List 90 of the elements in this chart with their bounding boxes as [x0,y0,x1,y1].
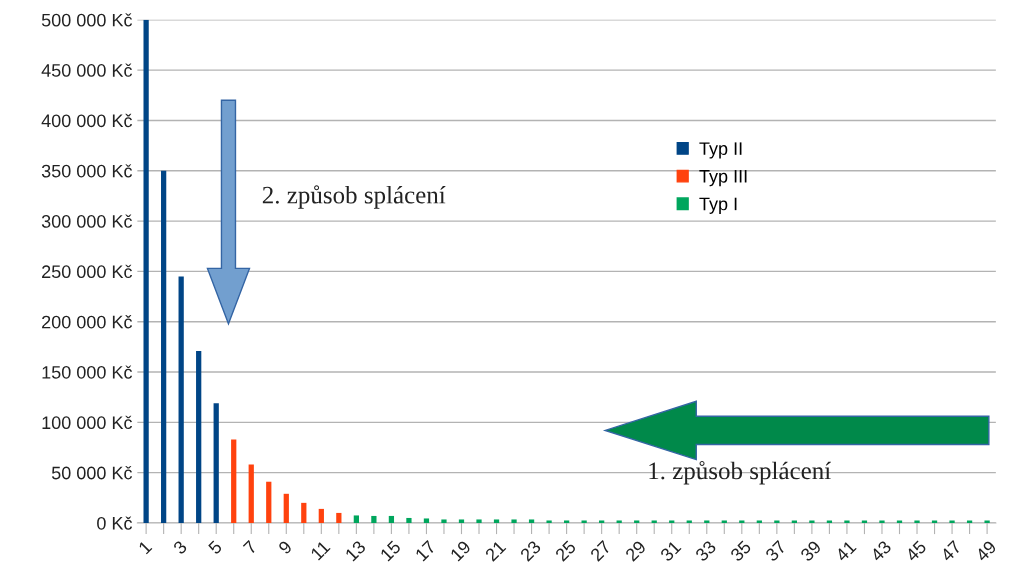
x-tick-label: 13 [344,539,367,562]
y-tick-label: 200 000 Kč [42,315,133,329]
bar [336,512,342,523]
bar [178,276,184,523]
bar [528,519,535,523]
x-tick-label: 47 [939,540,962,563]
bar [423,518,430,523]
bar [914,520,920,523]
bar [546,520,552,523]
x-tick-label: 33 [694,539,717,563]
bar [704,520,710,523]
bar [966,520,973,523]
y-tick-label: 350 000 Kč [41,164,133,178]
x-tick-label: 1 [138,540,153,555]
x-tick-label: 15 [379,539,402,562]
bar [318,508,324,523]
bar [231,439,237,523]
x-tick-label: 39 [799,539,822,563]
x-tick-label: 5 [207,539,223,555]
bar [844,520,850,523]
legend-label: Typ III [699,170,747,187]
bar [476,519,482,523]
bar [599,520,605,523]
bar [511,519,517,523]
x-tick-label: 25 [554,539,577,562]
bar [739,520,745,523]
bar [774,520,780,523]
bar [686,520,692,523]
y-tick-label: 0 Kč [97,516,133,530]
y-tick-label: 500 000 Kč [41,13,133,27]
bar [563,520,570,523]
x-tick-label: 3 [172,539,188,555]
bar [493,519,500,523]
bar [581,520,587,523]
annotation: 1. způsob splácení [649,460,831,485]
x-tick-label: 9 [277,539,293,555]
bar [196,350,202,523]
bar [301,502,307,523]
y-tick-label: 400 000 Kč [41,113,133,128]
bar [406,517,412,523]
bar [458,519,465,523]
y-tick-label: 300 000 Kč [41,214,133,228]
y-tick-label: 450 000 Kč [41,63,133,77]
x-tick-label: 21 [484,539,507,562]
bar [721,520,727,523]
legend-label: Typ II [699,142,742,159]
x-tick-label: 41 [834,540,857,563]
y-tick-label: 150 000 Kč [42,365,133,379]
x-tick-label: 19 [449,539,472,562]
x-tick-label: 29 [624,539,647,562]
bar [213,403,219,523]
annotation: 2. způsob splácení [262,185,446,209]
x-tick-label: 17 [414,540,437,562]
bar [756,520,762,523]
x-tick-label: 45 [904,539,928,563]
bar [248,464,254,523]
y-tick-label: 50 000 Kč [51,466,133,480]
bar [266,481,272,523]
x-tick-label: 31 [659,539,682,563]
bar [826,520,833,523]
bar [861,520,868,523]
bar [634,520,640,523]
y-tick-label: 100 000 Kč [42,415,133,430]
bar [879,520,885,523]
bar [931,520,938,523]
bar [353,515,359,523]
bar [809,520,815,523]
bar [896,520,903,523]
bar [388,515,395,523]
bar [984,520,990,523]
bar [616,520,622,523]
x-tick-label: 23 [519,539,542,562]
x-tick-label: 49 [974,539,998,563]
y-tick-label: 250 000 Kč [42,264,133,279]
x-tick-label: 35 [729,539,752,563]
bar [143,19,149,523]
legend-label: Typ I [699,197,737,214]
bar [371,515,377,523]
x-tick-label: 7 [242,540,258,555]
x-tick-label: 43 [869,539,892,563]
x-tick-label: 27 [589,539,612,562]
bar [669,520,675,523]
bar [441,519,447,523]
bar [161,170,167,523]
x-tick-label: 11 [310,540,331,561]
bar [651,520,657,523]
bar [791,520,797,523]
x-tick-label: 37 [764,539,787,563]
bar [949,520,955,523]
bar [283,493,289,523]
